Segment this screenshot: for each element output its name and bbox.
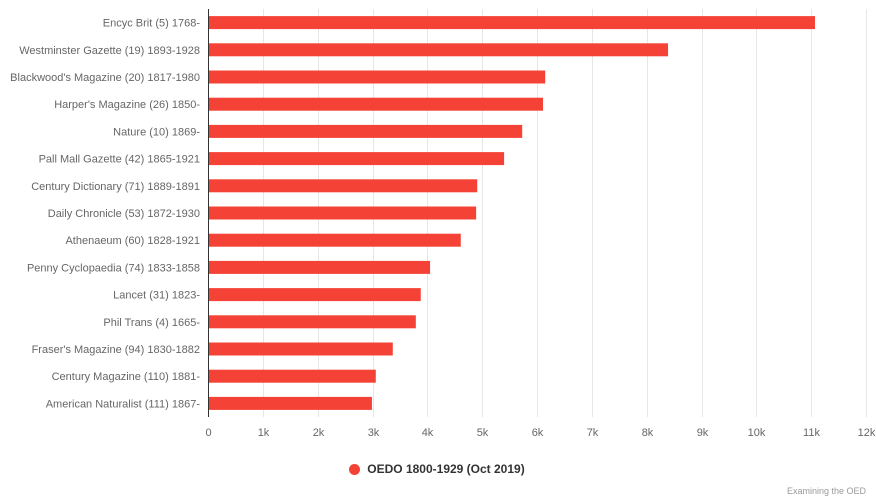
category-label: Blackwood's Magazine (20) 1817-1980 bbox=[10, 72, 200, 84]
x-tick-label: 2k bbox=[313, 427, 325, 439]
bars bbox=[208, 16, 816, 410]
bar[interactable] bbox=[208, 179, 478, 193]
category-label: Harper's Magazine (26) 1850- bbox=[54, 99, 200, 111]
bar[interactable] bbox=[208, 70, 546, 84]
bar[interactable] bbox=[208, 260, 431, 274]
x-tick-label: 7k bbox=[587, 427, 599, 439]
category-label: Fraser's Magazine (94) 1830-1882 bbox=[32, 344, 200, 356]
legend: OEDO 1800-1929 (Oct 2019) bbox=[0, 462, 876, 478]
category-label: American Naturalist (111) 1867- bbox=[46, 398, 201, 410]
category-label: Daily Chronicle (53) 1872-1930 bbox=[48, 208, 200, 220]
x-tick-label: 0 bbox=[205, 427, 211, 439]
bar[interactable] bbox=[208, 396, 372, 410]
x-tick-label: 12k bbox=[858, 427, 876, 439]
credit-link[interactable]: Examining the OED bbox=[786, 486, 866, 496]
category-label: Century Dictionary (71) 1889-1891 bbox=[31, 181, 200, 193]
bar[interactable] bbox=[208, 288, 421, 302]
bar[interactable] bbox=[208, 206, 477, 220]
x-tick-label: 3k bbox=[368, 427, 380, 439]
category-label: Encyc Brit (5) 1768- bbox=[103, 18, 201, 30]
legend-item[interactable]: OEDO 1800-1929 (Oct 2019) bbox=[349, 462, 525, 476]
category-label: Phil Trans (4) 1665- bbox=[103, 317, 200, 329]
bar[interactable] bbox=[208, 43, 669, 57]
bar[interactable] bbox=[208, 342, 393, 356]
x-axis-tick-labels: 0 1k 2k 3k 4k 5k 6k 7k 8k 9k 10k 11k 12k bbox=[205, 427, 875, 439]
category-label: Athenaeum (60) 1828-1921 bbox=[65, 235, 200, 247]
x-tick-label: 1k bbox=[258, 427, 270, 439]
bar[interactable] bbox=[208, 233, 461, 247]
bar[interactable] bbox=[208, 16, 816, 30]
legend-marker-icon bbox=[349, 463, 361, 475]
bar[interactable] bbox=[208, 315, 416, 329]
category-label: Westminster Gazette (19) 1893-1928 bbox=[19, 45, 200, 57]
category-label: Penny Cyclopaedia (74) 1833-1858 bbox=[27, 262, 200, 274]
x-tick-label: 9k bbox=[697, 427, 709, 439]
x-tick-label: 5k bbox=[477, 427, 489, 439]
bar[interactable] bbox=[208, 152, 505, 166]
bar[interactable] bbox=[208, 97, 544, 111]
x-tick-label: 4k bbox=[422, 427, 434, 439]
bar-chart: Encyc Brit (5) 1768- Westminster Gazette … bbox=[10, 9, 876, 439]
bar[interactable] bbox=[208, 369, 376, 383]
x-tick-label: 10k bbox=[748, 427, 766, 439]
category-label: Lancet (31) 1823- bbox=[113, 290, 200, 302]
category-label: Nature (10) 1869- bbox=[113, 126, 200, 138]
category-labels: Encyc Brit (5) 1768- Westminster Gazette … bbox=[10, 18, 200, 411]
x-tick-label: 8k bbox=[642, 427, 654, 439]
bar[interactable] bbox=[208, 124, 523, 138]
legend-label: OEDO 1800-1929 (Oct 2019) bbox=[367, 462, 525, 476]
x-tick-label: 11k bbox=[803, 427, 820, 439]
category-label: Pall Mall Gazette (42) 1865-1921 bbox=[39, 154, 200, 166]
category-label: Century Magazine (110) 1881- bbox=[52, 371, 201, 383]
x-tick-label: 6k bbox=[532, 427, 544, 439]
